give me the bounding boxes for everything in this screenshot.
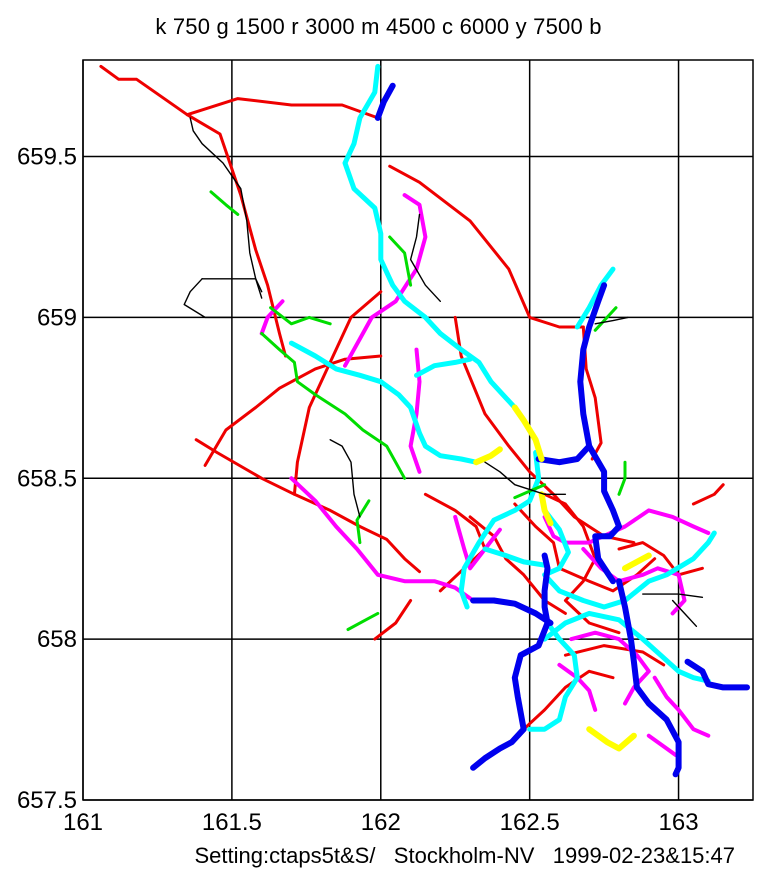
- series-line-r: [543, 492, 621, 635]
- series-line-c: [458, 450, 542, 610]
- y-tick-label: 658.5: [17, 465, 77, 492]
- series-line-m: [289, 476, 476, 603]
- series-line-r: [563, 644, 666, 667]
- tick-labels: 161 161.5 162 162.5 163 657.5 658 658.5 659 659.5: [17, 144, 699, 836]
- x-tick-label: 161: [63, 809, 103, 836]
- series-line-c: [574, 266, 616, 330]
- chart-title: k 750 g 1500 r 3000 m 4500 c 6000 y 7500…: [155, 14, 602, 39]
- series-line-r: [468, 515, 567, 615]
- series-line-m: [453, 514, 502, 571]
- series-line-k: [671, 599, 698, 627]
- series-line-b: [470, 620, 551, 771]
- series-line-g: [617, 460, 627, 496]
- y-tick-label: 658: [37, 626, 77, 653]
- series-line-g: [593, 306, 618, 332]
- series-line-k: [189, 117, 263, 299]
- series-line-r: [203, 354, 383, 467]
- series-line-m: [542, 508, 711, 545]
- series-line-c: [342, 63, 518, 410]
- series-line-m: [343, 193, 428, 368]
- series-line-r: [423, 492, 487, 593]
- series-line-c: [542, 507, 717, 610]
- y-tick-label: 657.5: [17, 787, 77, 814]
- series-line-b: [535, 282, 608, 466]
- series-line-r: [453, 315, 636, 545]
- series-line-k: [484, 461, 567, 495]
- series-line-c: [414, 356, 473, 378]
- route-series: [99, 63, 750, 778]
- footer-setting: Setting:ctaps5t&S/ Stockholm-NV 1999-02-…: [0, 843, 757, 869]
- series-line-r: [373, 599, 413, 641]
- y-tick-label: 659.5: [17, 144, 77, 171]
- series-line-g: [346, 611, 380, 631]
- series-line-k: [594, 316, 629, 325]
- series-line-c: [527, 620, 580, 732]
- y-tick-label: 659: [37, 304, 77, 331]
- series-line-m: [408, 347, 422, 474]
- series-line-m: [259, 299, 285, 336]
- series-line-r: [99, 64, 380, 120]
- series-line-r: [185, 113, 287, 358]
- series-line-r: [388, 164, 585, 329]
- x-tick-label: 162: [361, 809, 401, 836]
- series-line-k: [201, 278, 263, 293]
- series-line-g: [269, 306, 332, 326]
- series-line-k: [329, 439, 361, 518]
- series-line-k: [642, 593, 704, 598]
- x-tick-label: 161.5: [202, 809, 262, 836]
- series-line-m: [646, 733, 678, 757]
- series-line-r: [292, 290, 383, 496]
- x-tick-label: 163: [659, 809, 699, 836]
- series-line-y: [586, 726, 637, 752]
- series-line-b: [470, 597, 554, 626]
- series-line-g: [355, 499, 371, 545]
- series-line-y: [538, 491, 554, 527]
- series-line-g: [388, 235, 413, 287]
- series-line-k: [183, 278, 233, 319]
- series-line-c: [482, 546, 548, 568]
- series-line-c: [288, 340, 479, 465]
- series-line-m: [652, 675, 711, 738]
- series-line-y: [622, 552, 652, 572]
- series-line-b: [374, 82, 396, 121]
- series-line-r: [194, 438, 421, 574]
- series-line-g: [260, 332, 407, 480]
- x-tick-label: 162.5: [500, 809, 560, 836]
- series-line-b: [684, 658, 750, 691]
- series-line-c: [542, 610, 711, 684]
- series-line-g: [209, 190, 240, 216]
- footer-text: Setting:ctaps5t&S/ Stockholm-NV 1999-02-…: [194, 843, 735, 868]
- series-line-k: [409, 213, 441, 302]
- series-line-y: [473, 446, 503, 466]
- series-line-b: [616, 578, 682, 778]
- series-line-g: [513, 483, 547, 500]
- series-line-r: [691, 483, 725, 506]
- series-line-b: [586, 443, 622, 585]
- plot-frame: [82, 59, 754, 801]
- series-line-r: [522, 669, 615, 731]
- series-line-m: [557, 662, 598, 712]
- series-line-b: [541, 552, 551, 626]
- series-line-r: [617, 541, 704, 577]
- series-line-y: [511, 404, 545, 462]
